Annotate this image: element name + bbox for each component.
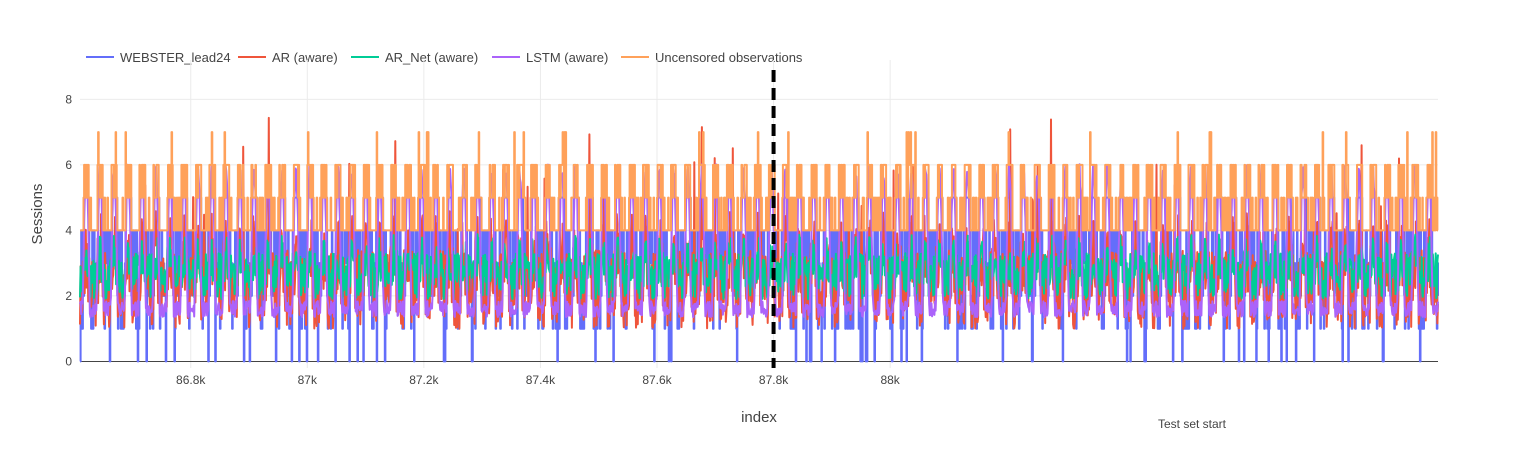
legend-swatch [621,56,649,58]
legend-swatch [238,56,266,58]
test-set-start-annotation: Test set start [1158,417,1227,431]
legend-item-uncensored[interactable]: Uncensored observations [621,48,802,66]
x-tick-label: 87.8k [759,373,789,387]
legend-label: AR (aware) [272,49,338,65]
legend-swatch [86,56,114,58]
legend-label: Uncensored observations [655,49,803,65]
y-tick-label: 6 [65,158,72,172]
legend-label: WEBSTER_lead24 [120,49,231,65]
x-tick-label: 87.4k [526,373,556,387]
legend-swatch [492,56,520,58]
legend-item-ar-net[interactable]: AR_Net (aware) [351,48,478,66]
y-tick-label: 8 [65,92,72,106]
y-tick-label: 0 [65,354,72,368]
tick-labels: 86.8k 87k 87.2k 87.4k 87.6k 87.8k 88k 0 2 4 6 8 [65,92,900,387]
x-tick-label: 86.8k [176,373,206,387]
series-line-uncensored-observations [79,131,1439,232]
x-tick-label: 87.2k [409,373,439,387]
y-tick-label: 2 [65,289,72,303]
legend-item-lstm[interactable]: LSTM (aware) [492,48,608,66]
x-axis-title: index [741,409,777,426]
legend-label: LSTM (aware) [526,49,609,65]
y-axis-title: Sessions [29,184,46,245]
legend-label: AR_Net (aware) [385,49,479,65]
legend-item-ar[interactable]: AR (aware) [238,48,338,66]
x-tick-label: 87.6k [642,373,672,387]
x-tick-label: 88k [880,373,900,387]
y-tick-label: 4 [65,223,72,237]
x-tick-label: 87k [298,373,318,387]
legend-item-webster[interactable]: WEBSTER_lead24 [86,48,231,66]
legend-swatch [351,56,379,58]
series-lines [79,116,1439,363]
